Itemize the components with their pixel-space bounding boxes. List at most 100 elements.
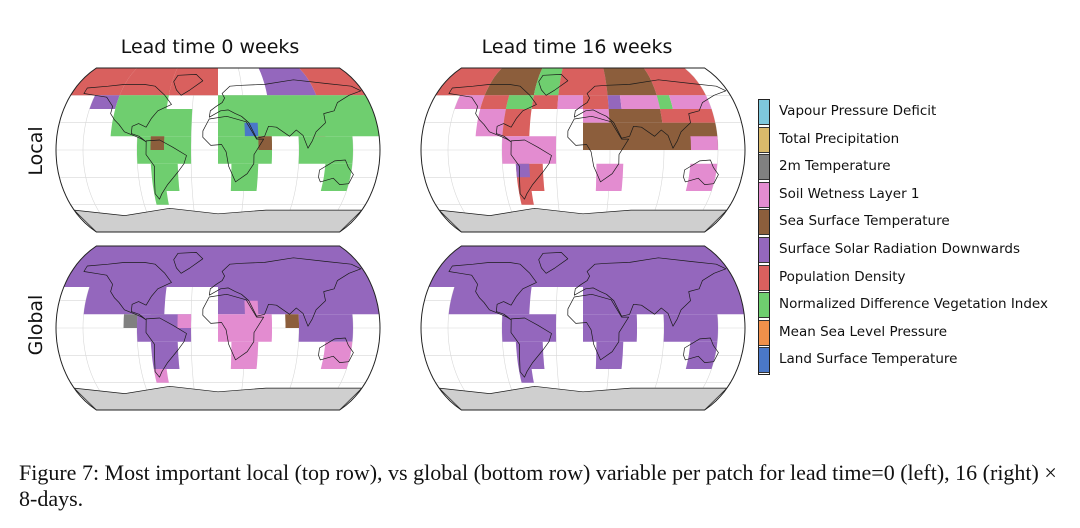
legend-item-land-surface-temperature: Land Surface Temperature bbox=[758, 347, 1058, 374]
patch bbox=[515, 341, 545, 369]
patch bbox=[320, 341, 353, 369]
figure-caption: Figure 7: Most important local (top row)… bbox=[19, 460, 1057, 511]
map-local-lead-16-svg bbox=[420, 67, 746, 233]
legend-item-total-precipitation: Total Precipitation bbox=[758, 126, 1058, 153]
patch bbox=[607, 95, 622, 109]
patch bbox=[115, 95, 169, 109]
patch bbox=[583, 122, 718, 150]
legend-item-mean-sea-level-pressure: Mean Sea Level Pressure bbox=[758, 319, 1058, 346]
patch bbox=[583, 287, 745, 315]
legend-item-ndvi: Normalized Difference Vegetation Index bbox=[758, 292, 1058, 319]
continent-eurasia bbox=[573, 79, 727, 149]
patch-layer bbox=[56, 246, 380, 410]
globe-outline bbox=[420, 245, 746, 411]
patch bbox=[110, 109, 193, 137]
patch bbox=[150, 136, 165, 150]
map-local-lead-16 bbox=[418, 65, 748, 235]
legend-label: Population Density bbox=[779, 268, 906, 285]
patch bbox=[258, 136, 272, 150]
legend-swatch bbox=[758, 264, 770, 291]
patch bbox=[583, 95, 609, 109]
patch bbox=[518, 369, 534, 383]
patch bbox=[502, 314, 557, 342]
patch bbox=[119, 68, 178, 96]
patch bbox=[656, 95, 673, 109]
globe-outline bbox=[55, 67, 381, 233]
globe-outline bbox=[55, 245, 381, 411]
patch bbox=[83, 287, 167, 315]
continent-south-america bbox=[510, 317, 552, 378]
patch bbox=[298, 314, 353, 342]
column-title-left: Lead time 0 weeks bbox=[120, 36, 300, 58]
patch-layer bbox=[56, 68, 380, 232]
legend-label: Surface Solar Radiation Downwards bbox=[779, 241, 1020, 257]
patch bbox=[123, 314, 138, 328]
continent-antarctica bbox=[73, 207, 363, 232]
patch bbox=[515, 163, 531, 178]
continent-north-america bbox=[448, 84, 537, 143]
legend-label: 2m Temperature bbox=[779, 158, 891, 175]
row-label-local: Local bbox=[25, 126, 47, 176]
patch bbox=[669, 95, 712, 109]
patch bbox=[502, 136, 557, 164]
patch bbox=[153, 191, 169, 205]
legend-swatch bbox=[758, 209, 770, 236]
patch bbox=[244, 122, 259, 137]
continent-south-america bbox=[145, 317, 187, 378]
patch bbox=[448, 287, 532, 315]
continent-south-america bbox=[510, 139, 552, 200]
patch bbox=[557, 95, 583, 109]
legend-item-population-density: Population Density bbox=[758, 264, 1058, 291]
legend-item-surface-solar-radiation-downwards: Surface Solar Radiation Downwards bbox=[758, 237, 1058, 263]
continent-north-america bbox=[83, 84, 172, 143]
patch bbox=[480, 95, 510, 109]
patch bbox=[285, 314, 299, 328]
patch bbox=[660, 109, 716, 123]
patch bbox=[685, 341, 718, 369]
continent-australia bbox=[318, 337, 354, 363]
column-title-right: Lead time 16 weeks bbox=[481, 36, 673, 58]
patch bbox=[258, 68, 317, 96]
map-global-lead-16-svg bbox=[420, 245, 746, 411]
patch bbox=[150, 341, 180, 369]
patch bbox=[153, 369, 169, 383]
patch bbox=[299, 68, 366, 96]
patch-layer bbox=[421, 246, 745, 410]
continent-australia bbox=[683, 337, 719, 363]
legend-swatch bbox=[758, 181, 770, 208]
patch bbox=[218, 95, 373, 109]
patch bbox=[595, 163, 624, 191]
patch bbox=[218, 287, 380, 315]
patch bbox=[583, 314, 637, 342]
continent-greenland bbox=[538, 252, 569, 274]
legend-item-vapour-pressure-deficit: Vapour Pressure Deficit bbox=[758, 99, 1058, 125]
patch bbox=[502, 109, 532, 137]
continent-africa bbox=[202, 115, 265, 183]
legend-item-2m-temperature: 2m Temperature bbox=[758, 154, 1058, 181]
legend-label: Sea Surface Temperature bbox=[779, 213, 950, 230]
patch bbox=[298, 136, 353, 164]
patch bbox=[230, 341, 259, 369]
patch bbox=[690, 136, 718, 150]
patch bbox=[475, 109, 506, 137]
patch bbox=[218, 314, 272, 342]
continent-australia bbox=[683, 159, 719, 185]
patch bbox=[595, 341, 624, 369]
legend-swatch bbox=[758, 99, 770, 125]
patch bbox=[137, 136, 192, 164]
continent-africa bbox=[202, 293, 265, 361]
patch bbox=[663, 314, 718, 342]
patch-layer bbox=[421, 68, 745, 232]
patch bbox=[428, 246, 738, 287]
continent-north-america bbox=[83, 262, 172, 321]
patch bbox=[608, 109, 663, 123]
patch bbox=[505, 95, 534, 109]
patch bbox=[484, 68, 543, 96]
patch bbox=[230, 163, 259, 191]
map-local-lead-0 bbox=[53, 65, 383, 235]
patch bbox=[603, 68, 657, 96]
legend-label: Total Precipitation bbox=[779, 130, 900, 147]
legend-label: Normalized Difference Vegetation Index bbox=[779, 296, 1048, 313]
continent-greenland bbox=[173, 74, 204, 96]
legend-label: Soil Wetness Layer 1 bbox=[779, 185, 920, 202]
